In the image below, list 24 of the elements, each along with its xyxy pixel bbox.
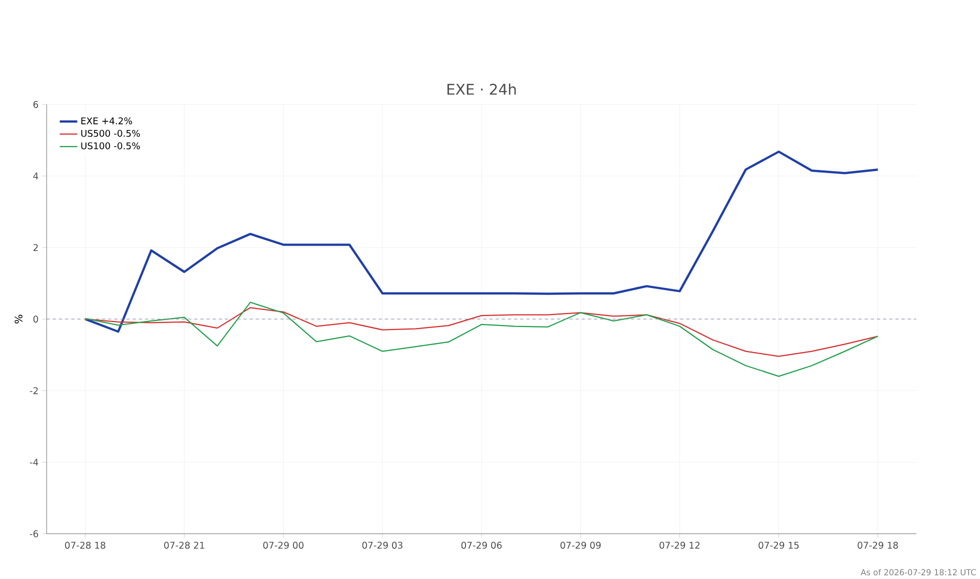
y-tick-label: 4: [33, 172, 38, 180]
y-tick-label: 2: [33, 244, 38, 251]
x-tick-label: 07-29 09: [560, 542, 601, 549]
y-axis-title: %: [14, 314, 22, 324]
x-tick-label: 07-29 15: [758, 542, 799, 549]
y-tick-label: -4: [30, 458, 38, 466]
y-tick-label: 6: [33, 100, 38, 108]
x-tick-label: 07-29 03: [362, 542, 402, 549]
legend-label: EXE +4.2%: [81, 117, 132, 124]
y-tick-label: -2: [30, 387, 38, 394]
x-tick-label: 07-29 00: [263, 542, 304, 549]
x-tick-label: 07-29 18: [858, 542, 898, 549]
chart-title: EXE · 24h: [447, 83, 516, 95]
line-series: [84, 307, 878, 357]
x-tick-label: 07-29 12: [660, 542, 700, 549]
text: As of 2026-07-29 18:12 UTC: [860, 569, 976, 576]
y-tick-label: -6: [30, 530, 38, 538]
line-series: [84, 302, 878, 377]
legend-label: US500 -0.5%: [81, 130, 140, 137]
x-tick-label: 07-28 18: [65, 542, 106, 549]
x-tick-label: 07-29 06: [461, 542, 502, 549]
legend-label: US100 -0.5%: [81, 142, 140, 150]
y-tick-label: 0: [33, 316, 38, 323]
x-tick-label: 07-28 21: [164, 542, 204, 549]
